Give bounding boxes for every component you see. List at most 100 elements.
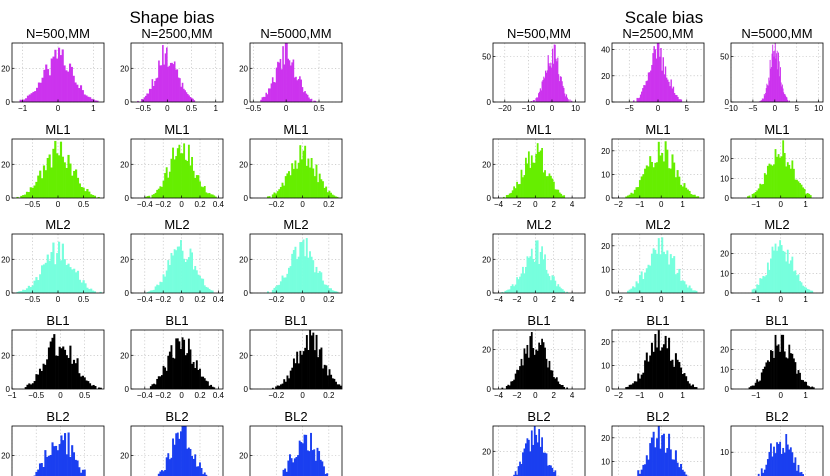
- panel-title: ML1: [45, 122, 70, 137]
- histogram-bar: [160, 186, 163, 198]
- histogram-bar: [214, 196, 217, 198]
- histogram-bar: [42, 165, 46, 198]
- histogram-bar: [555, 286, 558, 293]
- histogram-bar: [20, 291, 23, 293]
- histogram-bar: [563, 387, 566, 389]
- histogram-bar: [320, 347, 323, 389]
- histogram-bar: [278, 189, 281, 198]
- histogram-bar: [555, 189, 558, 198]
- histogram-bar: [306, 450, 309, 476]
- histogram-bar: [520, 169, 523, 198]
- histogram-bar: [683, 471, 686, 476]
- histogram-bar: [99, 387, 102, 389]
- histogram-bar: [300, 79, 302, 102]
- x-tick-label: 0: [58, 391, 63, 400]
- histogram-bar: [635, 187, 638, 198]
- histogram-bar: [780, 334, 783, 389]
- x-tick-label: 0: [179, 200, 184, 209]
- histogram-bar: [91, 195, 95, 198]
- histogram-bar: [794, 270, 797, 293]
- histogram-bar: [41, 265, 44, 293]
- panel-frame: [730, 329, 824, 390]
- histogram-bar: [652, 248, 655, 293]
- panel-title: BL2: [765, 409, 788, 424]
- histogram-bar: [312, 168, 315, 198]
- y-tick-label: 10: [720, 365, 729, 374]
- histogram-bar: [83, 377, 86, 389]
- histogram-bar: [791, 353, 794, 389]
- histogram-bar: [160, 65, 163, 102]
- histogram-bar: [783, 152, 786, 198]
- histogram-bar: [48, 75, 51, 102]
- histogram-bar: [175, 338, 178, 389]
- y-tick-label: 0: [244, 385, 249, 394]
- y-tick-label: 20: [482, 346, 491, 355]
- histogram-bar: [545, 269, 548, 293]
- histogram-bar: [774, 50, 776, 102]
- histogram-bar: [41, 77, 44, 102]
- histogram-bar: [38, 463, 42, 476]
- histogram-bar: [41, 178, 44, 198]
- histogram-bar: [183, 258, 186, 293]
- histogram-bar: [674, 353, 677, 389]
- histogram-bar: [293, 458, 296, 476]
- histogram-bar: [765, 92, 767, 102]
- histogram-bar: [197, 175, 200, 198]
- histogram-bar: [520, 464, 523, 476]
- histogram-panel: BL1 −4 −2 0 2 4 0 20: [482, 313, 586, 400]
- histogram-bar: [760, 100, 762, 102]
- histogram-bar: [789, 100, 790, 102]
- histogram-bar: [538, 264, 541, 293]
- x-tick-label: 0: [656, 104, 661, 113]
- histogram-bar: [78, 279, 81, 293]
- x-tick-label: −1: [751, 391, 761, 400]
- histogram-bar: [296, 259, 299, 293]
- x-tick-label: −0.4: [137, 295, 153, 304]
- histogram-bar: [626, 290, 629, 293]
- histogram-bar: [803, 286, 806, 293]
- histogram-bar: [767, 85, 769, 102]
- histogram-bar: [763, 173, 766, 198]
- histogram-bar: [78, 88, 81, 102]
- histogram-bar: [326, 473, 329, 476]
- histogram-bar: [756, 379, 759, 389]
- histogram-bar: [664, 254, 667, 293]
- histogram-bar: [797, 370, 800, 389]
- histogram-bar: [651, 64, 653, 102]
- x-tick-label: 0.4: [213, 295, 225, 304]
- histogram-bar: [173, 444, 176, 476]
- histogram-bar: [550, 280, 552, 293]
- histogram-bar: [776, 156, 778, 198]
- histogram-bar: [514, 284, 517, 293]
- histogram-bar: [766, 83, 768, 102]
- histogram-bar: [561, 289, 564, 293]
- histogram-bar: [753, 193, 756, 198]
- histogram-bar: [323, 364, 326, 389]
- histogram-bar: [513, 474, 516, 476]
- histogram-bar: [659, 56, 661, 102]
- histogram-bar: [644, 360, 647, 389]
- histogram-bar: [785, 261, 788, 293]
- histogram-bar: [157, 285, 160, 293]
- histogram-bar: [170, 158, 173, 198]
- histogram-bar: [175, 69, 177, 102]
- histogram-bar: [526, 163, 529, 198]
- histogram-bar: [156, 284, 159, 293]
- histogram-bar: [324, 473, 327, 476]
- x-tick-label: −2: [614, 391, 624, 400]
- panel-frame: [730, 233, 824, 294]
- histogram-bar: [330, 288, 332, 293]
- histogram-bar: [175, 250, 178, 293]
- x-tick-label: 4: [570, 200, 575, 209]
- histogram-bar: [662, 344, 665, 389]
- x-tick-label: 0: [779, 200, 784, 209]
- histogram-bar: [159, 376, 162, 389]
- histogram-bar: [46, 254, 49, 293]
- histogram-bar: [652, 53, 654, 102]
- histogram-bar: [184, 261, 187, 293]
- histogram-bar: [336, 384, 339, 389]
- histogram-bar: [154, 80, 156, 102]
- histogram-bar: [540, 90, 542, 102]
- histogram-bar: [789, 447, 792, 476]
- histogram-bar: [261, 97, 264, 102]
